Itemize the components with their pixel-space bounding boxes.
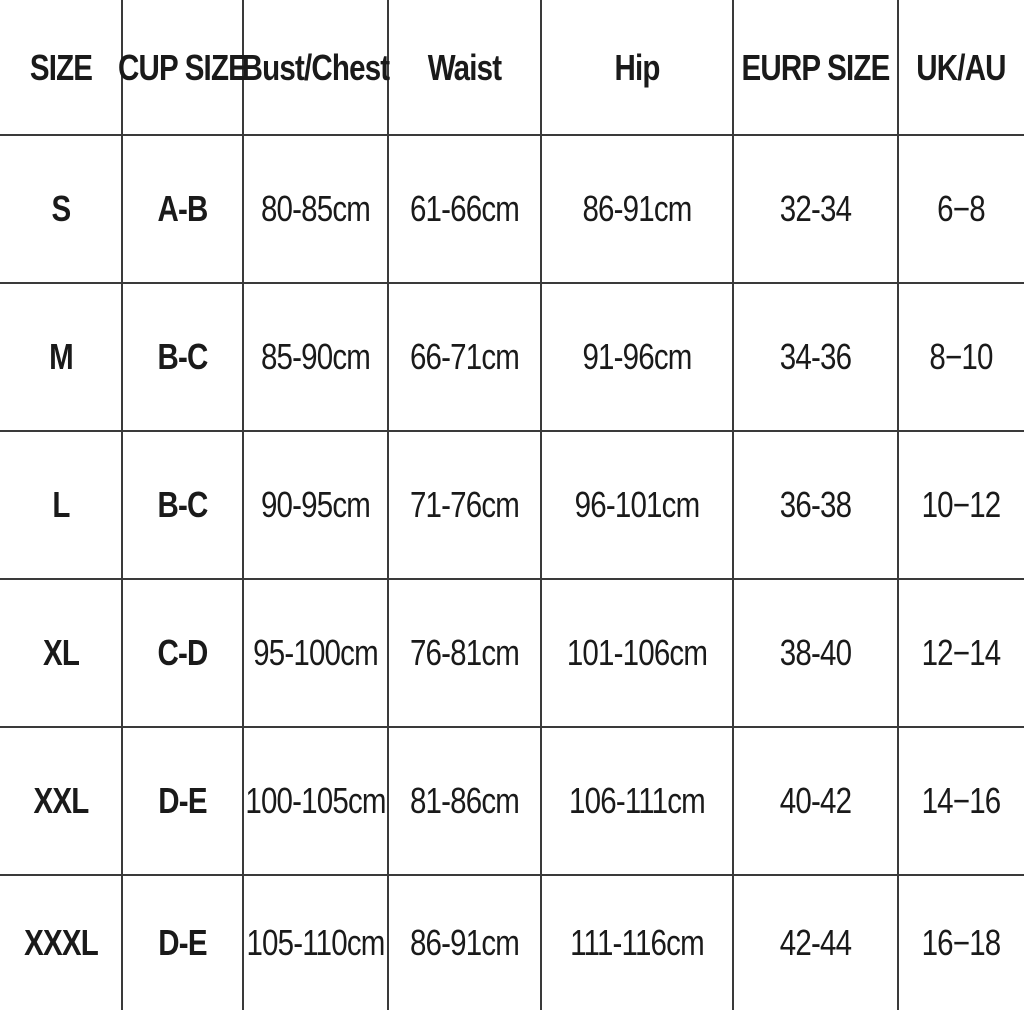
cell-size: XXXL — [24, 921, 99, 963]
cell-size: XXL — [33, 780, 90, 821]
cell-hip: 111-116cm — [570, 921, 705, 963]
cell-size: S — [51, 188, 72, 229]
cell-bust-chest: 85-90cm — [260, 336, 371, 377]
cell-uk-au: 14−16 — [921, 780, 1002, 821]
column-divider — [242, 0, 244, 1010]
cell-eurp-size: 36-38 — [779, 484, 852, 525]
cell-cup-size: D-E — [158, 921, 207, 963]
row-divider — [0, 578, 1024, 580]
cell-size: M — [49, 336, 74, 377]
cell-hip: 91-96cm — [582, 336, 692, 377]
column-divider — [732, 0, 734, 1010]
cell-bust-chest: 90-95cm — [260, 484, 371, 525]
cell-cup-size: B-C — [157, 336, 208, 377]
column-divider — [121, 0, 123, 1010]
cell-bust-chest: 105-110cm — [246, 921, 385, 963]
cell-eurp-size: 38-40 — [779, 632, 852, 673]
cell-cup-size: B-C — [157, 484, 208, 525]
header-waist: Waist — [427, 46, 502, 88]
column-divider — [387, 0, 389, 1010]
cell-cup-size: C-D — [157, 632, 208, 673]
cell-uk-au: 8−10 — [929, 336, 993, 377]
cell-size: L — [52, 484, 70, 525]
cell-hip: 96-101cm — [574, 484, 701, 525]
header-eurp-size: EURP SIZE — [741, 46, 891, 88]
column-divider — [897, 0, 899, 1010]
cell-eurp-size: 40-42 — [779, 780, 852, 821]
cell-hip: 106-111cm — [569, 780, 706, 821]
cell-cup-size: A-B — [157, 188, 208, 229]
cell-eurp-size: 32-34 — [779, 188, 852, 229]
cell-uk-au: 6−8 — [937, 188, 985, 229]
cell-hip: 86-91cm — [582, 188, 692, 229]
cell-bust-chest: 80-85cm — [260, 188, 371, 229]
cell-eurp-size: 34-36 — [779, 336, 852, 377]
row-divider — [0, 430, 1024, 432]
cell-waist: 86-91cm — [409, 921, 520, 963]
cell-eurp-size: 42-44 — [779, 921, 852, 963]
cell-waist: 76-81cm — [409, 632, 520, 673]
row-divider — [0, 874, 1024, 876]
column-divider — [540, 0, 542, 1010]
cell-waist: 71-76cm — [409, 484, 520, 525]
cell-waist: 61-66cm — [409, 188, 520, 229]
cell-waist: 81-86cm — [409, 780, 520, 821]
cell-size: XL — [42, 632, 80, 673]
cell-waist: 66-71cm — [409, 336, 520, 377]
row-divider — [0, 282, 1024, 284]
row-divider — [0, 726, 1024, 728]
cell-bust-chest: 95-100cm — [253, 632, 379, 673]
header-size: SIZE — [29, 46, 93, 88]
cell-uk-au: 10−12 — [921, 484, 1002, 525]
cell-uk-au: 12−14 — [921, 632, 1002, 673]
cell-uk-au: 16−18 — [921, 921, 1002, 963]
cell-bust-chest: 100-105cm — [245, 780, 386, 821]
header-cup-size: CUP SIZE — [117, 46, 248, 88]
header-bust-chest: Bust/Chest — [241, 46, 390, 88]
row-divider — [0, 134, 1024, 136]
header-uk-au: UK/AU — [916, 46, 1006, 88]
header-hip: Hip — [614, 46, 660, 88]
cell-cup-size: D-E — [158, 780, 207, 821]
cell-hip: 101-106cm — [566, 632, 708, 673]
